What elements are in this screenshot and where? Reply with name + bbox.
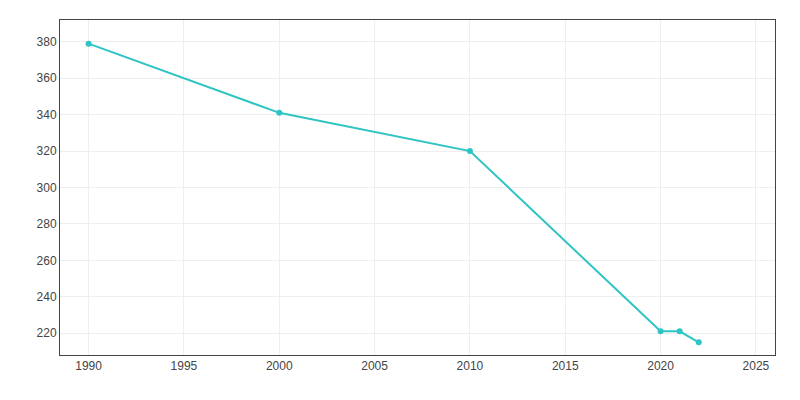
svg-text:360: 360	[37, 71, 57, 85]
svg-text:2000: 2000	[266, 359, 293, 373]
svg-text:2010: 2010	[457, 359, 484, 373]
svg-text:280: 280	[37, 217, 57, 231]
svg-text:380: 380	[37, 35, 57, 49]
svg-text:2015: 2015	[552, 359, 579, 373]
svg-text:260: 260	[37, 254, 57, 268]
svg-text:1990: 1990	[75, 359, 102, 373]
svg-text:220: 220	[37, 326, 57, 340]
svg-text:240: 240	[37, 290, 57, 304]
svg-text:300: 300	[37, 181, 57, 195]
svg-text:2025: 2025	[743, 359, 770, 373]
svg-text:320: 320	[37, 144, 57, 158]
svg-text:340: 340	[37, 108, 57, 122]
svg-text:1995: 1995	[171, 359, 198, 373]
svg-text:2020: 2020	[647, 359, 674, 373]
svg-text:2005: 2005	[361, 359, 388, 373]
